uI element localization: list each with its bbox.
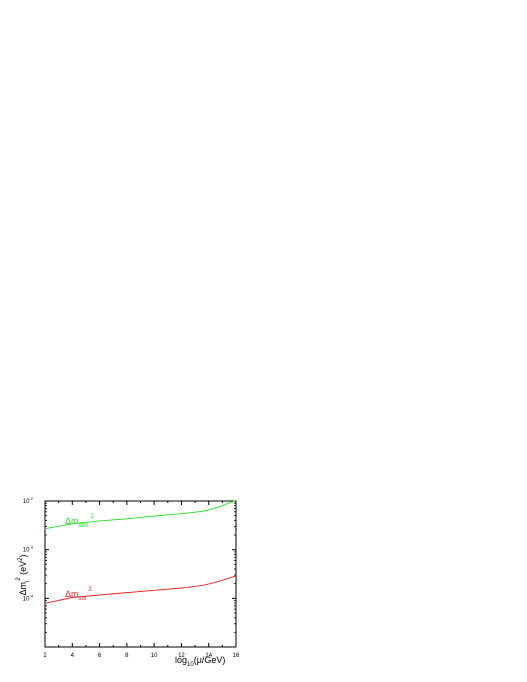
x-tick-label: 10	[151, 653, 158, 659]
x-tick-label: 8	[125, 653, 129, 659]
y-tick-label: 10-3	[23, 545, 34, 554]
atm-series-label: Δmatm2	[65, 514, 95, 529]
sol-series-label: Δmsol2	[65, 587, 92, 602]
x-tick-label: 12	[178, 653, 185, 659]
x-axis-label: log10(μ/GeV)	[175, 655, 225, 668]
x-tick-label: 14	[205, 653, 212, 659]
x-tick-label: 4	[71, 653, 75, 659]
y-tick-label: 10-2	[23, 496, 34, 505]
y-tick-label: 10-4	[23, 593, 34, 602]
x-tick-label: 16	[233, 653, 240, 659]
series-layer	[44, 499, 237, 604]
x-tick-label: 2	[43, 653, 47, 659]
atm-series-line	[44, 499, 237, 530]
sol-series-line	[44, 575, 237, 604]
y-axis-label: Δmi2 (eV2)	[16, 554, 31, 595]
x-tick-label: 6	[98, 653, 102, 659]
x-axis-ticks: 2 4 6 8 10 12 14 16	[43, 501, 240, 659]
y-axis-ticks: 10-2 10-3 10-4	[23, 496, 236, 633]
